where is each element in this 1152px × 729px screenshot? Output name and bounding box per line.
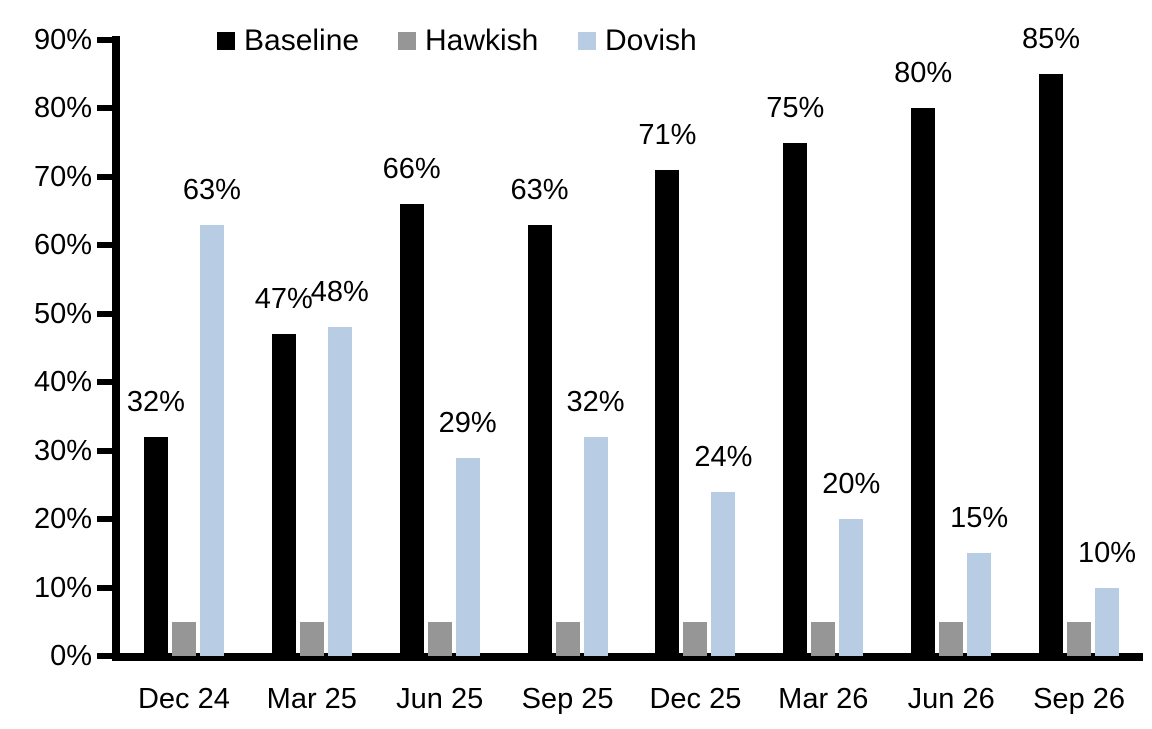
x-tick-label: Dec 24 [137,683,230,715]
bar-dovish [1095,587,1120,656]
bar-value-label: 29% [438,406,497,439]
bar-value-label: 32% [126,385,185,418]
bar-baseline [911,108,936,656]
bar-baseline [1039,74,1064,656]
bar-value-label: 48% [310,276,369,309]
y-axis-tick [97,447,112,454]
bar-hawkish [683,621,708,656]
y-tick-label: 50% [33,297,92,330]
bar-baseline [271,334,296,656]
bar-hawkish [555,621,580,656]
bar-dovish [967,553,992,656]
y-tick-label: 20% [33,503,92,536]
bar-dovish [327,327,352,656]
y-axis-tick [97,653,112,659]
x-tick-label: Sep 25 [521,683,614,715]
y-tick-label: 60% [33,229,92,262]
bar-dovish [455,457,480,656]
bar-value-label: 32% [566,385,625,418]
bar-dovish [199,224,224,656]
y-axis-tick [97,173,112,180]
bar-hawkish [811,621,836,656]
bar-dovish [711,491,736,656]
legend-label: Baseline [244,24,360,57]
bar-hawkish [427,621,452,656]
y-tick-label: 80% [33,92,92,125]
y-tick-label: 70% [33,160,92,193]
bar-value-label: 63% [510,173,569,206]
y-axis-tick [97,584,112,591]
bar-baseline [783,142,808,656]
bar-value-label: 66% [382,153,441,186]
legend-swatch-dovish-icon [578,32,596,50]
bar-dovish [839,519,864,656]
bar-value-label: 71% [638,119,697,152]
bar-hawkish [171,621,196,656]
bar-value-label: 75% [766,91,825,124]
x-tick-label: Jun 25 [396,683,484,715]
bar-hawkish [299,621,324,656]
legend-item-baseline: Baseline [217,26,359,56]
y-tick-label: 30% [33,434,92,467]
bar-dovish [583,436,608,656]
bar-baseline [399,204,424,656]
bar-baseline [143,436,168,656]
x-tick-label: Mar 25 [266,683,357,715]
x-axis-line [112,653,1143,661]
bar-value-label: 85% [1022,23,1081,56]
y-tick-label: 40% [33,366,92,399]
legend-item-hawkish: Hawkish [398,26,538,56]
legend-item-dovish: Dovish [578,26,697,56]
y-axis-line [112,36,120,661]
y-tick-label: 10% [33,571,92,604]
y-tick-label: 0% [50,640,92,672]
x-tick-label: Jun 26 [907,683,995,715]
bar-value-label: 80% [894,57,953,90]
legend-label: Dovish [605,24,697,57]
x-tick-label: Dec 25 [649,683,742,715]
y-axis-tick [97,310,112,317]
y-axis-tick [97,105,112,112]
y-axis-tick [97,379,112,386]
legend-label: Hawkish [425,24,539,57]
y-axis-tick [97,516,112,523]
bar-value-label: 10% [1078,536,1137,569]
bar-baseline [527,224,552,656]
bar-value-label: 63% [182,173,241,206]
legend-swatch-baseline-icon [217,32,235,50]
x-tick-label: Mar 26 [778,683,869,715]
y-axis-tick [97,242,112,249]
legend-swatch-hawkish-icon [398,32,416,50]
bar-baseline [655,170,680,656]
bar-value-label: 15% [950,502,1009,535]
bar-hawkish [1067,621,1092,656]
bar-value-label: 24% [694,440,753,473]
y-axis-tick [97,37,112,43]
x-tick-label: Sep 26 [1033,683,1126,715]
bar-value-label: 20% [822,468,881,501]
bar-hawkish [939,621,964,656]
y-tick-label: 90% [33,24,92,56]
bar-value-label: 47% [254,283,313,316]
